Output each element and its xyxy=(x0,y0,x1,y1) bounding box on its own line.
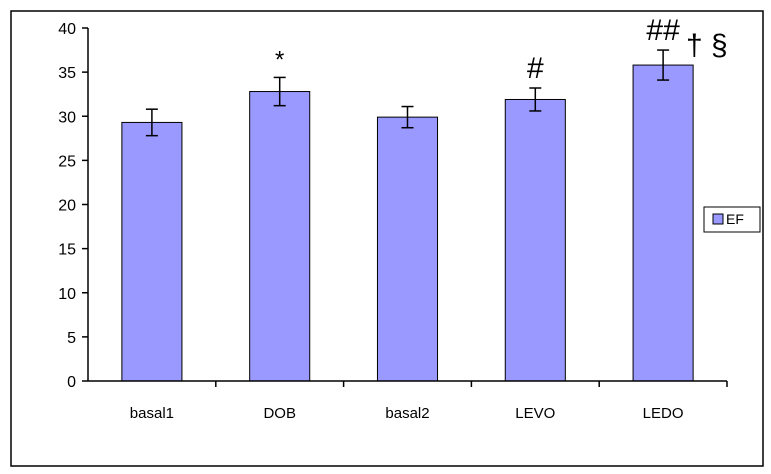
y-axis-ticks: 0 5 10 15 20 25 30 35 40 xyxy=(58,21,88,391)
x-tick-label-LEVO: LEVO xyxy=(515,405,555,422)
x-tick-label-DOB: DOB xyxy=(263,405,296,422)
y-tick-label: 0 xyxy=(67,374,76,391)
x-tick-label-LEDO: LEDO xyxy=(643,405,684,422)
x-tick-label-basal2: basal2 xyxy=(385,405,429,422)
bar-LEVO xyxy=(504,98,566,382)
x-axis-labels: basal1 DOB basal2 LEVO LEDO xyxy=(130,381,728,422)
bar-DOB xyxy=(249,91,311,382)
extra-annotation: † § xyxy=(686,29,728,62)
y-tick-label: 25 xyxy=(58,153,76,170)
y-tick-label: 35 xyxy=(58,65,76,82)
x-tick-label-basal1: basal1 xyxy=(130,405,174,422)
y-tick-label: 15 xyxy=(58,242,76,259)
significance-LEDO: ## xyxy=(646,14,680,47)
bar-LEDO xyxy=(632,64,694,382)
significance-DOB: * xyxy=(275,46,284,73)
y-tick-label: 5 xyxy=(67,330,76,347)
significance-markers: * ### xyxy=(275,14,680,85)
y-tick-label: 30 xyxy=(58,109,76,126)
y-tick-label: 10 xyxy=(58,286,76,303)
y-tick-label: 20 xyxy=(58,198,76,215)
bar-series xyxy=(121,64,694,382)
legend: EF xyxy=(703,206,761,233)
error-bars xyxy=(145,49,670,137)
bar-basal2 xyxy=(376,116,439,382)
bar-basal1 xyxy=(121,121,183,382)
y-tick-label: 40 xyxy=(58,21,76,38)
significance-LEVO: # xyxy=(527,52,544,85)
legend-swatch xyxy=(712,213,724,225)
legend-label: EF xyxy=(726,211,744,227)
